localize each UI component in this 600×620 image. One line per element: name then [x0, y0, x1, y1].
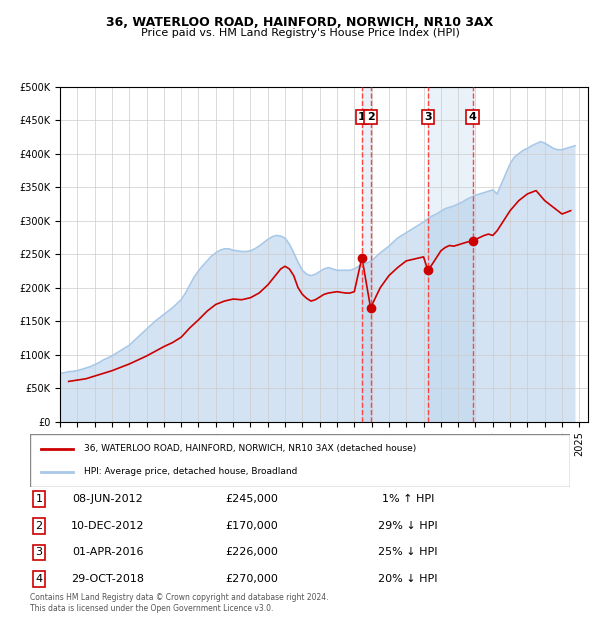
- FancyBboxPatch shape: [30, 434, 570, 487]
- Text: £170,000: £170,000: [226, 521, 278, 531]
- Text: £245,000: £245,000: [226, 494, 278, 504]
- Text: 25% ↓ HPI: 25% ↓ HPI: [378, 547, 438, 557]
- Text: 10-DEC-2012: 10-DEC-2012: [71, 521, 145, 531]
- Text: 1: 1: [358, 112, 366, 122]
- Bar: [428, 87, 473, 422]
- Text: 36, WATERLOO ROAD, HAINFORD, NORWICH, NR10 3AX: 36, WATERLOO ROAD, HAINFORD, NORWICH, NR…: [106, 16, 494, 29]
- Text: 4: 4: [469, 112, 476, 122]
- Text: £270,000: £270,000: [226, 574, 278, 584]
- Text: 29-OCT-2018: 29-OCT-2018: [71, 574, 145, 584]
- Text: 08-JUN-2012: 08-JUN-2012: [73, 494, 143, 504]
- Text: 3: 3: [424, 112, 431, 122]
- Text: Price paid vs. HM Land Registry's House Price Index (HPI): Price paid vs. HM Land Registry's House …: [140, 28, 460, 38]
- Text: 4: 4: [35, 574, 43, 584]
- Text: 29% ↓ HPI: 29% ↓ HPI: [378, 521, 438, 531]
- Text: 1: 1: [35, 494, 43, 504]
- Text: 2: 2: [35, 521, 43, 531]
- Bar: [362, 87, 371, 422]
- Text: 3: 3: [35, 547, 43, 557]
- Text: 1% ↑ HPI: 1% ↑ HPI: [382, 494, 434, 504]
- Text: Contains HM Land Registry data © Crown copyright and database right 2024.
This d: Contains HM Land Registry data © Crown c…: [30, 593, 329, 613]
- Text: £226,000: £226,000: [226, 547, 278, 557]
- Text: 2: 2: [367, 112, 374, 122]
- Text: 20% ↓ HPI: 20% ↓ HPI: [378, 574, 438, 584]
- Text: HPI: Average price, detached house, Broadland: HPI: Average price, detached house, Broa…: [84, 467, 298, 476]
- Text: 01-APR-2016: 01-APR-2016: [72, 547, 144, 557]
- Text: 36, WATERLOO ROAD, HAINFORD, NORWICH, NR10 3AX (detached house): 36, WATERLOO ROAD, HAINFORD, NORWICH, NR…: [84, 445, 416, 453]
